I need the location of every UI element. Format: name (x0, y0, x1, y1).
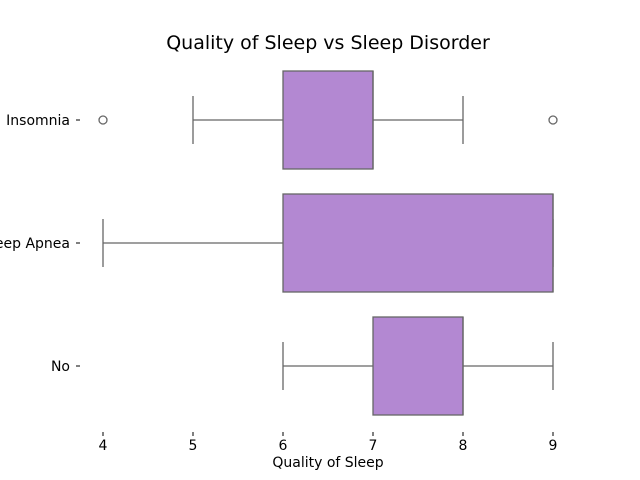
outlier-insomnia-1 (548, 115, 558, 125)
x-tick-label-4: 4 (99, 438, 108, 454)
box-insomnia (282, 70, 374, 170)
x-tick-label-6: 6 (279, 438, 288, 454)
chart-title: Quality of Sleep vs Sleep Disorder (166, 32, 490, 54)
y-tick-label-sleep-apnea: Sleep Apnea (0, 236, 70, 252)
box-no (372, 316, 464, 416)
x-tick-label-5: 5 (189, 438, 198, 454)
y-tick-label-no: No (51, 359, 70, 375)
x-tick-label-7: 7 (369, 438, 378, 454)
x-tick-label-9: 9 (549, 438, 558, 454)
outlier-insomnia-0 (98, 115, 108, 125)
y-tick-label-insomnia: Insomnia (6, 113, 70, 129)
x-axis-label: Quality of Sleep (272, 455, 383, 471)
x-tick-label-8: 8 (459, 438, 468, 454)
plot-area: Insomnia Sleep Apnea No 4 5 6 7 8 9 (0, 70, 558, 454)
box-sleep-apnea (282, 193, 554, 293)
